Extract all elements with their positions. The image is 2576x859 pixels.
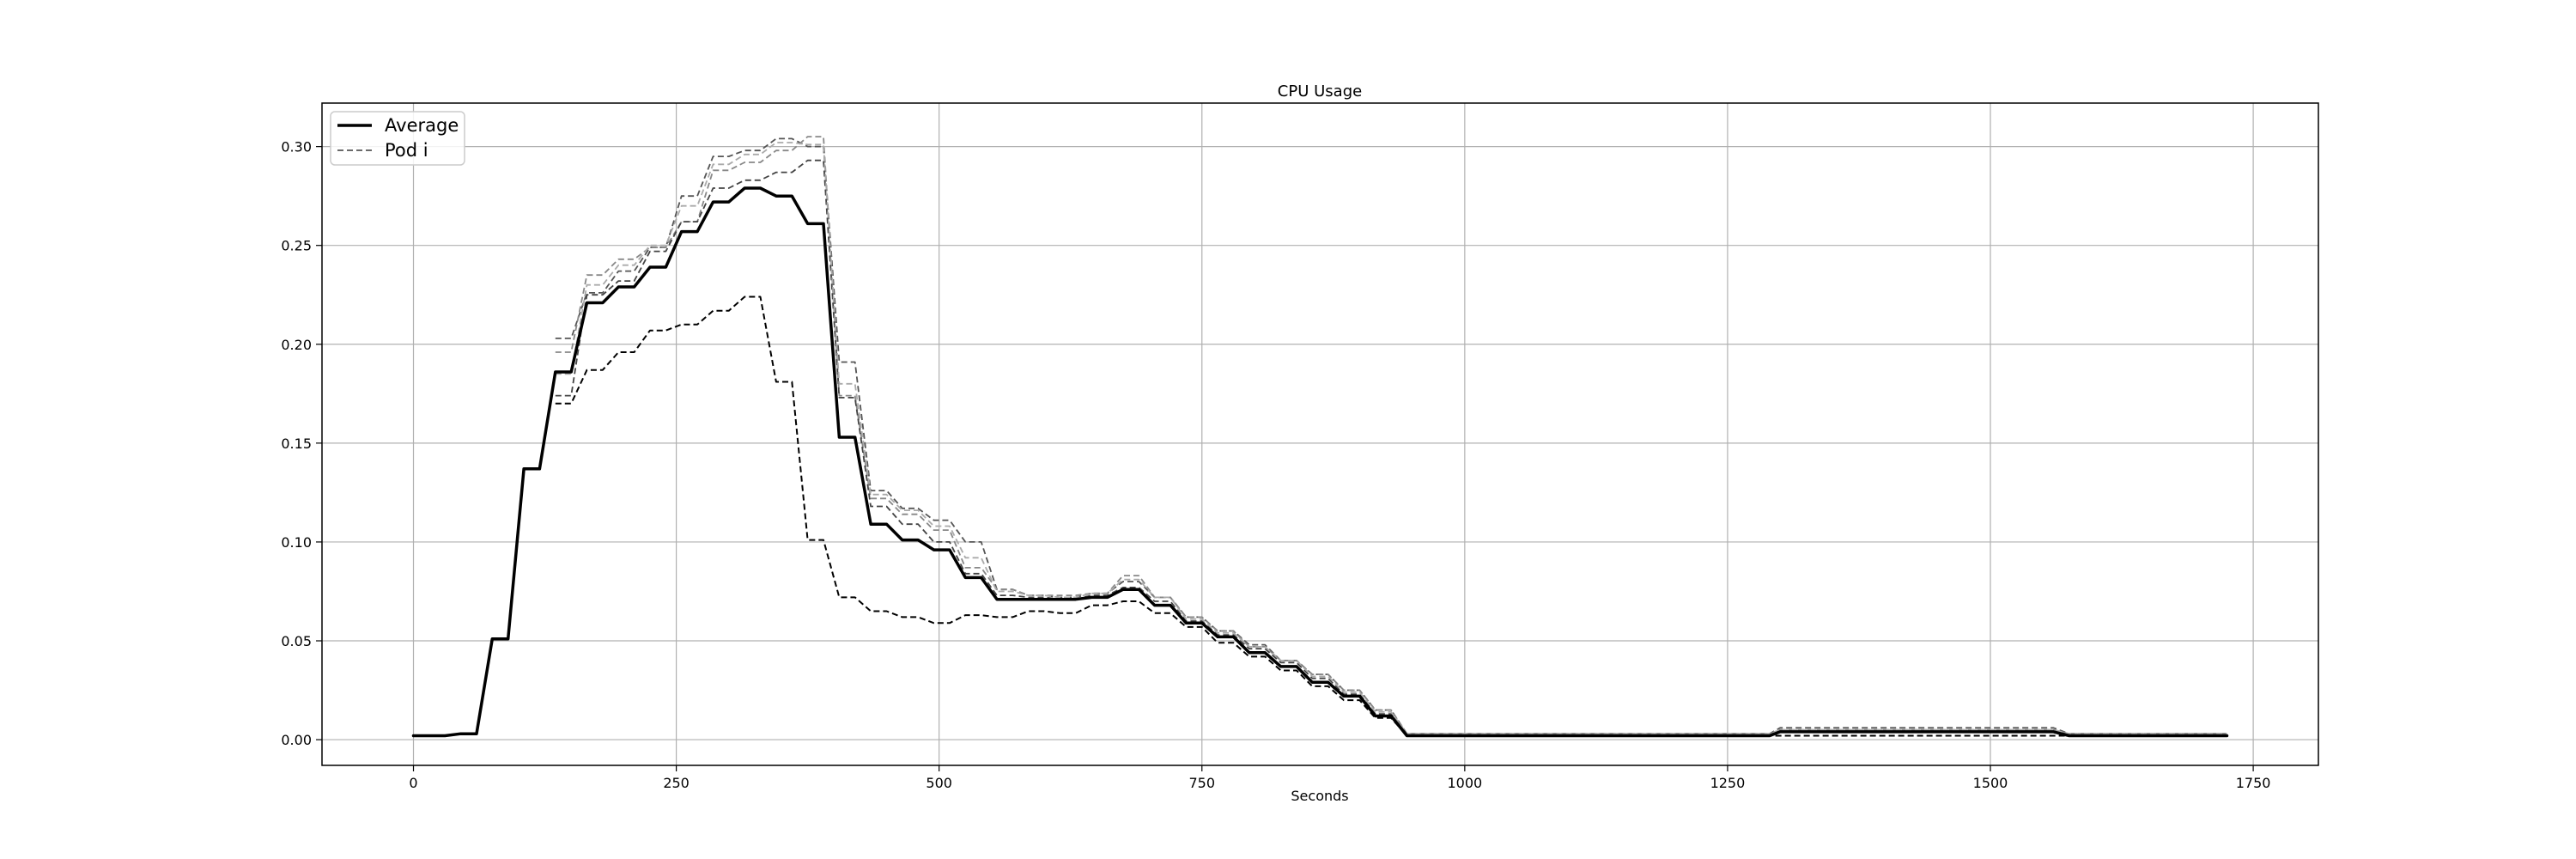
y-tick-label: 0.30 [281, 139, 312, 155]
y-tick-label: 0.20 [281, 337, 312, 353]
x-axis-label: Seconds [1291, 788, 1348, 804]
y-axis-ticks: 0.00 0.05 0.10 0.15 0.20 0.25 0.30 [281, 139, 322, 748]
x-tick-label: 1750 [2236, 775, 2271, 791]
x-axis-ticks: 0 250 500 750 1000 1250 1500 1750 [409, 765, 2270, 791]
grid [322, 103, 2318, 765]
y-tick-label: 0.25 [281, 238, 312, 254]
x-tick-label: 750 [1188, 775, 1215, 791]
series-layer [411, 136, 2229, 738]
legend-average-label: Average [385, 115, 459, 136]
x-tick-label: 0 [409, 775, 417, 791]
x-tick-label: 1250 [1710, 775, 1746, 791]
series-line-pod-1 [555, 295, 2227, 737]
y-tick-label: 0.10 [281, 534, 312, 551]
y-tick-label: 0.15 [281, 436, 312, 452]
plot-frame [321, 102, 2319, 766]
series-line-average [411, 186, 2229, 738]
x-tick-label: 250 [663, 775, 690, 791]
legend: Average Pod i [330, 111, 465, 166]
legend-pod-label: Pod i [385, 140, 428, 161]
y-tick-label: 0.00 [281, 732, 312, 748]
chart-title: CPU Usage [1278, 82, 1362, 101]
y-tick-label: 0.05 [281, 633, 312, 649]
x-tick-label: 1000 [1447, 775, 1482, 791]
series-line-pod-5 [555, 142, 2227, 735]
x-tick-label: 1500 [1973, 775, 2008, 791]
x-tick-label: 500 [926, 775, 952, 791]
